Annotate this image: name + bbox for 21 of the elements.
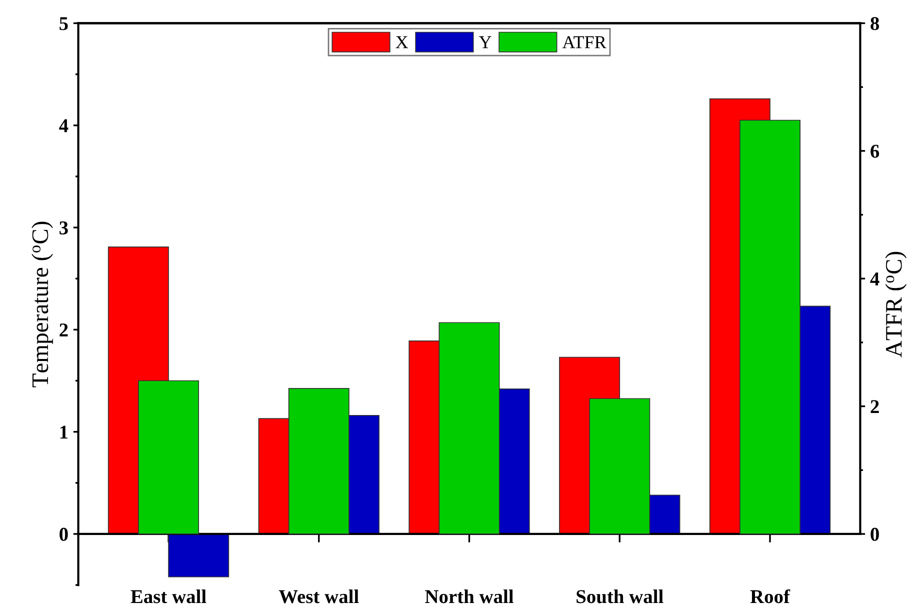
y-tick-label: 1: [60, 426, 68, 439]
y-tick-label: 5: [60, 17, 68, 30]
y2-tick-label: 4: [870, 272, 880, 286]
x-tick-label: East wall: [130, 590, 206, 604]
y-axis-title: Temperature ($^{o}$C): [32, 222, 53, 388]
x-tick-label: West wall: [278, 590, 359, 604]
legend-label: X: [396, 36, 408, 48]
y2-tick-label: 0: [870, 528, 879, 541]
legend-label: Y: [478, 36, 492, 48]
y-tick-label: 4: [59, 119, 68, 132]
y2-tick-label: 8: [870, 17, 880, 30]
x-tick-label: South wall: [576, 590, 664, 604]
y2-tick-label: 2: [870, 400, 879, 414]
y2-axis-title: ATFR ($^{o}$C): [885, 252, 907, 358]
x-tick-label: Roof: [750, 589, 790, 604]
y-tick-label: 3: [60, 221, 68, 234]
y2-tick-label: 6: [870, 144, 880, 158]
legend-label: ATFR: [562, 36, 606, 48]
y-tick-label: 2: [60, 324, 68, 336]
x-tick-label: North wall: [425, 590, 514, 604]
y-tick-label: 0: [60, 528, 68, 541]
